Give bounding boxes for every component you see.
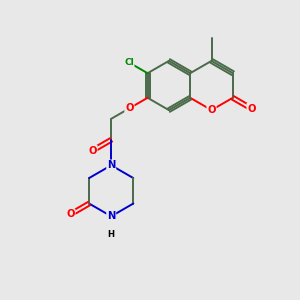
Text: H: H <box>108 230 115 239</box>
Text: N: N <box>107 211 116 221</box>
Text: O: O <box>88 146 97 156</box>
Text: O: O <box>125 103 134 113</box>
Text: N: N <box>107 160 116 170</box>
Text: O: O <box>207 105 216 115</box>
Text: Cl: Cl <box>124 58 134 67</box>
Text: O: O <box>66 209 75 219</box>
Text: O: O <box>247 103 256 114</box>
